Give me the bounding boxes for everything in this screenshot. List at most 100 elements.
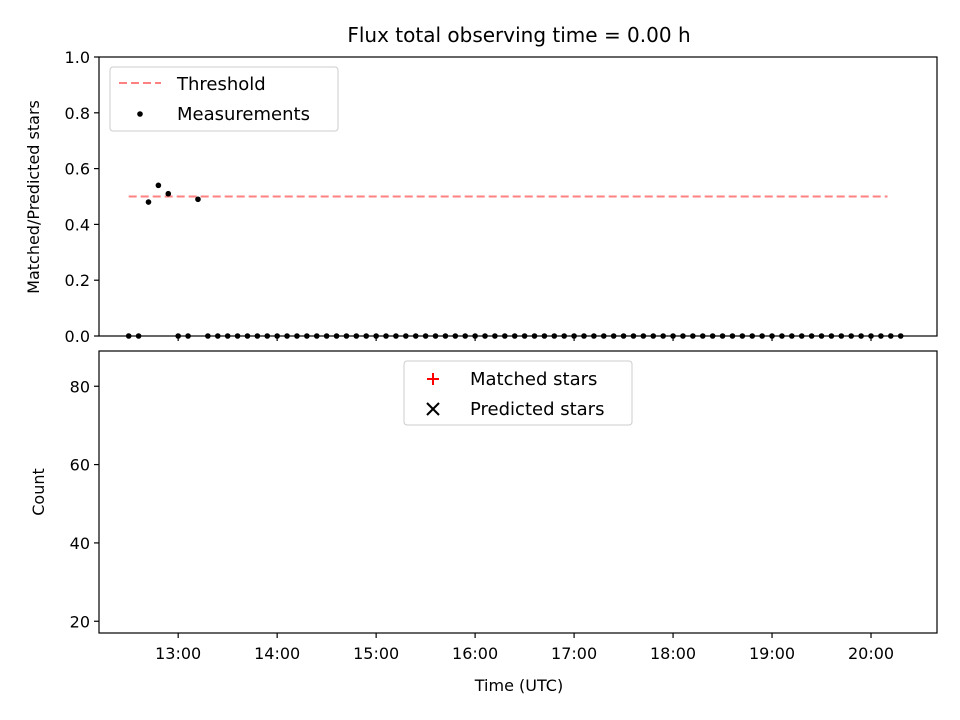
legend-matched-label: Matched stars xyxy=(470,369,597,390)
measurement-point xyxy=(284,333,290,339)
measurement-point xyxy=(393,333,399,339)
measurement-point xyxy=(511,333,518,339)
measurement-point xyxy=(175,333,181,339)
measurement-point xyxy=(383,333,389,339)
ratio-y-tick-label-1: 0.2 xyxy=(65,271,90,290)
ratio-axes-frame xyxy=(98,56,938,337)
measurement-point xyxy=(521,333,528,339)
measurement-point xyxy=(680,333,686,339)
measurement-point xyxy=(333,333,340,339)
count-y-axis-label: Count xyxy=(29,468,48,516)
legend-matched-swatch xyxy=(427,373,439,385)
measurement-point xyxy=(274,333,280,339)
measurement-point xyxy=(561,333,567,339)
ratio-legend-box xyxy=(109,66,339,132)
measurement-point xyxy=(145,199,152,205)
legend-predicted-swatch xyxy=(426,402,440,416)
count-x-tick-label-3: 16:00 xyxy=(452,644,498,663)
ratio-y-tick-label-3: 0.6 xyxy=(65,160,90,179)
count-axes-frame xyxy=(98,350,938,634)
measurement-point xyxy=(690,333,696,339)
count-legend-box xyxy=(403,360,633,426)
measurement-point xyxy=(789,333,795,339)
measurement-point xyxy=(798,333,805,339)
measurement-point xyxy=(719,333,726,339)
measurement-point xyxy=(739,333,746,339)
measurement-point xyxy=(779,333,785,339)
measurement-point xyxy=(620,333,627,339)
measurement-point xyxy=(294,333,300,339)
ratio-y-tick-label-4: 0.8 xyxy=(65,104,90,123)
count-y-tick-label-1: 40 xyxy=(70,534,90,553)
measurement-point xyxy=(343,333,350,339)
measurement-point xyxy=(699,333,706,339)
ratio-panel: 0.0 0.2 0.4 0.6 0.8 1.0 Matched/Predicted sta… xyxy=(24,48,938,346)
ratio-y-tick-label-5: 1.0 xyxy=(65,48,90,67)
count-x-tick-label-1: 14:00 xyxy=(254,644,300,663)
measurement-point xyxy=(541,333,548,339)
measurement-point xyxy=(304,333,310,339)
legend-measurements-label: Measurements xyxy=(177,104,310,125)
ratio-y-axis-label: Matched/Predicted stars xyxy=(24,100,43,294)
measurement-point xyxy=(313,333,320,339)
measurement-point xyxy=(897,333,904,339)
measurement-point xyxy=(412,333,419,339)
measurement-point xyxy=(808,333,815,339)
measurement-point xyxy=(403,333,409,339)
measurement-point xyxy=(551,333,558,339)
measurement-point xyxy=(630,333,637,339)
measurement-point xyxy=(135,333,142,339)
measurement-point xyxy=(195,196,201,203)
measurement-point xyxy=(432,333,439,339)
measurement-point xyxy=(600,333,607,339)
measurement-point xyxy=(848,333,855,339)
measurement-point xyxy=(531,333,538,339)
measurement-point xyxy=(868,333,874,339)
measurement-point xyxy=(878,333,884,339)
measurement-point xyxy=(472,333,478,339)
measurement-point xyxy=(452,333,459,339)
measurement-point xyxy=(185,333,191,339)
measurement-point xyxy=(165,190,172,197)
measurement-point xyxy=(323,333,330,339)
count-x-tick-label-4: 17:00 xyxy=(551,644,597,663)
measurement-point xyxy=(492,333,498,339)
count-y-tick-label-3: 80 xyxy=(70,377,90,396)
count-legend: Matched stars Predicted stars xyxy=(403,360,633,426)
ratio-y-ticks: 0.0 0.2 0.4 0.6 0.8 1.0 xyxy=(65,48,99,346)
measurement-point xyxy=(422,333,429,339)
measurement-point xyxy=(729,333,736,339)
measurement-point xyxy=(264,333,271,339)
measurement-point xyxy=(155,182,162,189)
count-x-ticks: 13:00 14:00 15:00 16:00 17:00 18:00 19:00 20:00 xyxy=(155,633,894,663)
measurement-point xyxy=(581,333,587,339)
count-x-tick-label-2: 15:00 xyxy=(353,644,399,663)
measurement-point xyxy=(650,333,657,339)
measurement-point xyxy=(888,333,894,339)
ratio-y-tick-label-0: 0.0 xyxy=(65,327,90,346)
measurement-point xyxy=(254,333,261,339)
measurement-point xyxy=(244,333,251,339)
count-x-axis-label: Time (UTC) xyxy=(474,676,563,695)
measurement-point xyxy=(571,333,577,339)
count-x-tick-label-5: 18:00 xyxy=(650,644,696,663)
measurement-point xyxy=(660,333,666,339)
measurement-point xyxy=(828,333,835,339)
legend-threshold-label: Threshold xyxy=(176,74,266,95)
measurement-point xyxy=(670,333,676,339)
legend-predicted-label: Predicted stars xyxy=(470,399,604,420)
measurement-point xyxy=(858,333,864,339)
measurement-point xyxy=(640,333,647,339)
figure-title: Flux total observing time = 0.00 h xyxy=(347,23,690,47)
measurement-point xyxy=(482,333,488,339)
measurement-point xyxy=(353,333,360,339)
measurement-point xyxy=(373,333,379,339)
measurement-point xyxy=(205,333,211,339)
measurement-point xyxy=(818,333,825,339)
measurement-point xyxy=(224,333,231,339)
measurement-points xyxy=(125,182,904,339)
measurement-point xyxy=(591,333,597,339)
count-y-tick-label-2: 60 xyxy=(70,456,90,475)
